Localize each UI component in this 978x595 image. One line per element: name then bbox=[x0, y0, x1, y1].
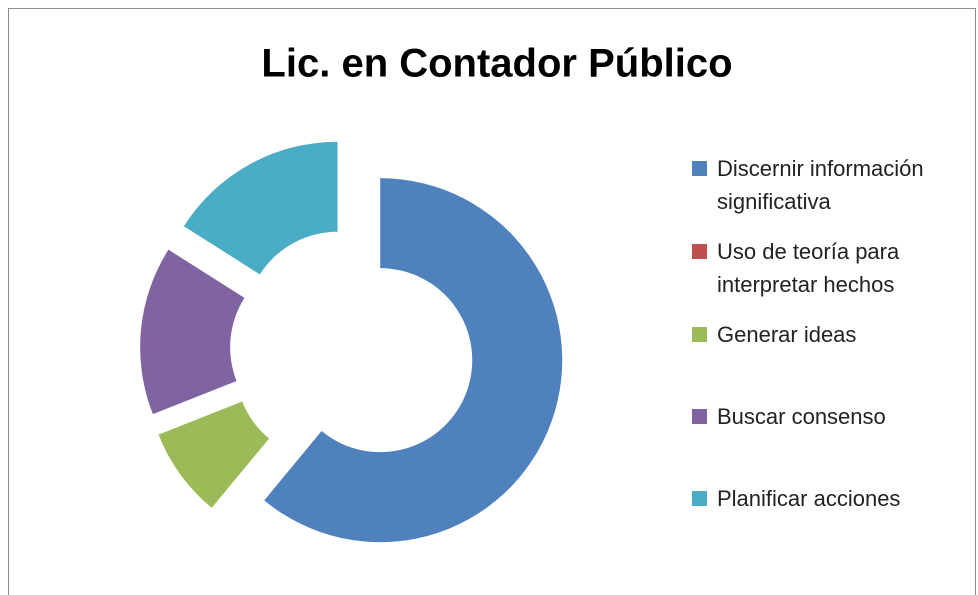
legend-item: Planificar acciones bbox=[692, 482, 962, 515]
slice bbox=[158, 401, 270, 508]
legend-label: Uso de teoría para interpretar hechos bbox=[717, 239, 900, 297]
legend-label: Buscar consenso bbox=[717, 404, 886, 429]
legend-swatch bbox=[692, 244, 707, 259]
chart-title: Lic. en Contador Público bbox=[261, 42, 732, 86]
legend-swatch bbox=[692, 327, 707, 342]
legend-item: Uso de teoría para interpretar hechos bbox=[692, 235, 962, 301]
legend-swatch bbox=[692, 161, 707, 176]
slice bbox=[264, 178, 563, 543]
legend-item: Generar ideas bbox=[692, 318, 962, 351]
legend-swatch bbox=[692, 491, 707, 506]
slice bbox=[140, 249, 245, 415]
legend-label: Discernir información significativa bbox=[717, 156, 924, 214]
legend-item: Buscar consenso bbox=[692, 400, 962, 433]
legend-label: Generar ideas bbox=[717, 322, 857, 347]
slice bbox=[183, 141, 338, 275]
legend-swatch bbox=[692, 409, 707, 424]
legend-label: Planificar acciones bbox=[717, 486, 901, 511]
legend-item: Discernir información significativa bbox=[692, 152, 962, 218]
chart-frame bbox=[8, 8, 976, 595]
